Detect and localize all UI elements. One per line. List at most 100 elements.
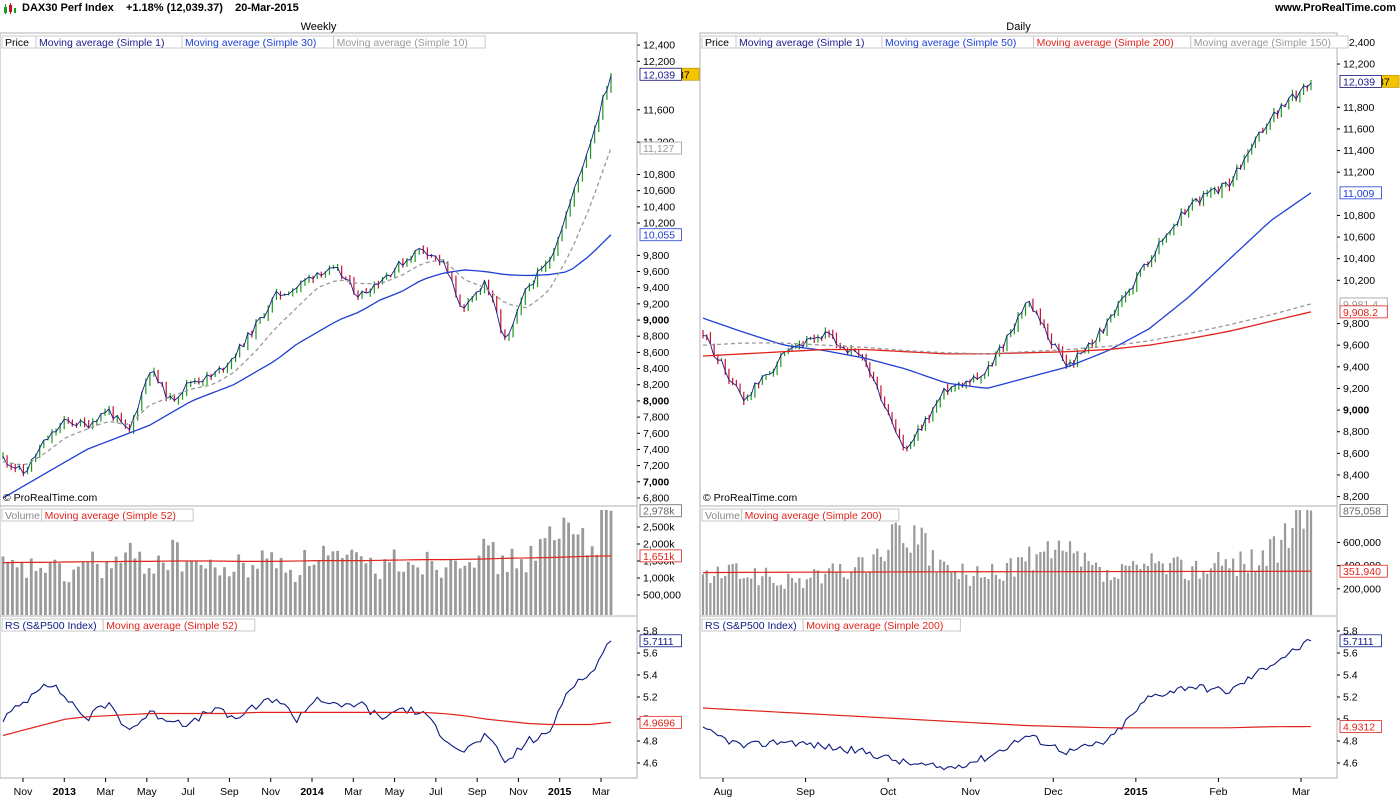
symbol-name: DAX30 Perf Index (22, 2, 114, 14)
weekly-volume-bar (454, 560, 457, 615)
daily-volume-tick-label: 200,000 (1343, 583, 1381, 595)
weekly-volume-bar (402, 571, 406, 615)
daily-price-tick-label: 9,800 (1343, 318, 1369, 330)
weekly-rs-tick-label: 5.6 (643, 648, 658, 660)
weekly-volume-bar (468, 562, 472, 615)
weekly-rs-value-box (639, 634, 682, 648)
weekly-price-frame (0, 32, 638, 507)
weekly-ma-line (2, 147, 612, 466)
daily-volume-bar (1228, 568, 1231, 615)
daily-volume-bar (1094, 562, 1098, 615)
weekly-volume-bar (487, 545, 490, 615)
weekly-volume-tick-label: 500,000 (643, 590, 681, 602)
daily-volume-bar (750, 578, 753, 615)
daily-price-tick-label: 12,200 (1343, 59, 1375, 71)
weekly-volume-bar (62, 581, 66, 615)
daily-volume-bar (1239, 551, 1242, 615)
weekly-volume-bar (142, 573, 146, 615)
daily-volume-bar (1169, 563, 1172, 615)
daily-volume-bar (1098, 566, 1101, 615)
daily-rs-tick-label: 5.6 (1343, 648, 1358, 660)
weekly-price-legend-item: Moving average (Simple 30) (185, 37, 316, 49)
daily-rs-value-label: 5.7111 (1343, 636, 1374, 648)
weekly-volume-bar (67, 582, 71, 615)
daily-volume-bar (950, 572, 953, 615)
daily-volume-bar (1180, 559, 1183, 615)
daily-volume-bar (801, 587, 805, 615)
daily-volume-bar (794, 582, 797, 615)
weekly-volume-bar (553, 540, 556, 615)
weekly-volume-value-label: 1,651k (643, 551, 675, 563)
daily-volume-bar (865, 573, 868, 615)
weekly-rs-value-label: 4.9696 (643, 717, 675, 729)
daily-volume-bar (965, 574, 968, 615)
weekly-volume-bar (44, 572, 47, 615)
daily-volume-bar (1068, 541, 1072, 615)
daily-volume-legend-item: Volume (705, 510, 740, 522)
daily-volume-bar (1194, 560, 1198, 615)
daily-volume-bar (968, 585, 972, 615)
daily-volume-bar (872, 554, 875, 615)
weekly-volume-bar (105, 561, 109, 615)
weekly-volume-bar (336, 550, 340, 615)
weekly-volume-bar (133, 558, 137, 615)
weekly-volume-legend-item: Moving average (Simple 52) (45, 510, 176, 522)
daily-volume-bar (1120, 564, 1124, 615)
daily-x-label: Sep (796, 786, 815, 798)
daily-volume-bar (1257, 565, 1261, 615)
weekly-price-value-box (639, 141, 682, 155)
daily-volume-bar (1057, 540, 1061, 615)
daily-rs-tick-label: 5.4 (1343, 670, 1358, 682)
weekly-volume-bar (279, 557, 283, 615)
daily-volume-bar (713, 576, 716, 615)
daily-volume-bar (738, 578, 742, 615)
daily-panel: Daily 12,400 12,200 11,800 11,600 11,400 11,20… (699, 21, 1400, 798)
weekly-volume-bar (199, 564, 203, 615)
daily-volume-bar (1009, 558, 1012, 615)
weekly-volume-bar (138, 551, 142, 615)
daily-volume-bar (809, 577, 812, 615)
weekly-x-label: Nov (509, 786, 528, 798)
daily-volume-bar (994, 574, 997, 615)
daily-volume-bar (1113, 577, 1116, 615)
weekly-volume-bar (152, 573, 156, 615)
weekly-volume-bar (91, 551, 94, 615)
weekly-volume-bar (223, 567, 226, 615)
weekly-x-label: Nov (261, 786, 280, 798)
weekly-volume-bar (6, 561, 10, 615)
weekly-volume-ma-line (2, 555, 612, 564)
daily-volume-bar (853, 567, 857, 615)
weekly-volume-bar (128, 542, 132, 615)
weekly-volume-tick-label: 2,500k (643, 522, 675, 534)
daily-volume-bar (798, 578, 801, 615)
quote-date: 20-Mar-2015 (235, 2, 299, 14)
weekly-price-tick-label: 9,200 (643, 298, 669, 310)
weekly-volume-bar (114, 556, 118, 615)
weekly-volume-bar (227, 576, 231, 615)
daily-volume-bar (1135, 564, 1138, 615)
weekly-volume-bar (477, 555, 481, 615)
daily-rs-frame (699, 615, 1338, 779)
weekly-volume-bar (340, 558, 344, 615)
daily-volume-bar (905, 547, 909, 615)
daily-price-tick-label: 8,400 (1343, 469, 1369, 481)
daily-volume-bar (776, 585, 779, 615)
weekly-rs-frame (0, 615, 638, 779)
daily-volume-bar (909, 552, 912, 615)
weekly-volume-bar (317, 560, 321, 615)
weekly-volume-bar (350, 549, 354, 615)
website-link[interactable]: www.ProRealTime.com (1274, 2, 1396, 14)
weekly-price-value-box (639, 67, 682, 81)
weekly-volume-bar (425, 551, 429, 615)
daily-volume-bar (1017, 557, 1020, 615)
daily-volume-bar (1306, 510, 1309, 615)
weekly-x-label: Mar (344, 786, 363, 798)
daily-volume-bar (987, 579, 990, 615)
daily-x-label: 2015 (1124, 786, 1148, 798)
daily-price-legend-item: Moving average (Simple 150) (1194, 37, 1331, 49)
daily-price-value-label: 9,908.2 (1343, 307, 1378, 319)
daily-volume-tick-label: 600,000 (1343, 537, 1381, 549)
daily-volume-bar (1172, 557, 1175, 615)
daily-price-tick-label: 10,200 (1343, 275, 1375, 287)
daily-volume-bar (724, 575, 727, 615)
